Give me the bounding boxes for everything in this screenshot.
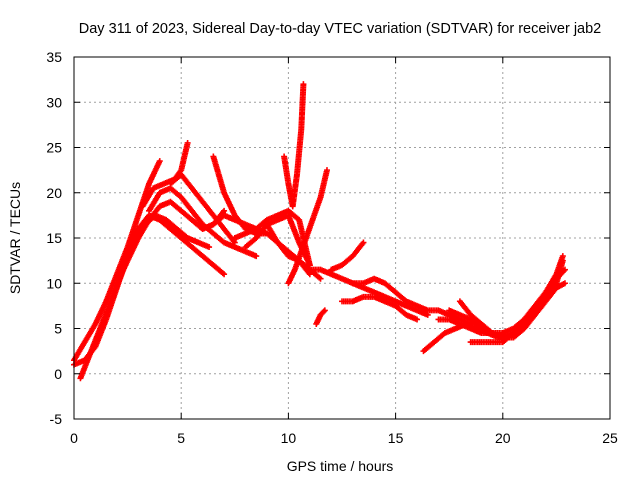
data-points [71,81,568,382]
series-arc-14 [285,167,330,287]
data-point [206,244,213,251]
data-point [317,275,324,282]
x-tick-label: 10 [281,430,297,446]
series-arc-18 [339,293,421,323]
chart-title: Day 311 of 2023, Sidereal Day-to-day VTE… [79,21,602,37]
series-arc-24 [467,253,566,346]
x-tick-label: 25 [602,430,618,446]
y-tick-label: 15 [46,230,62,246]
series-arc-15 [313,307,328,327]
data-point [323,167,330,174]
axis-tick-labels: 0 5 10 15 20 25 -5 0 5 10 15 20 25 30 35 [46,49,618,446]
data-point [253,253,260,260]
series-arc-3 [77,212,213,382]
y-tick-label: 5 [54,321,62,337]
y-tick-label: 25 [46,140,62,156]
series-arc-17 [328,239,367,273]
series-arc-7 [167,171,238,246]
data-point [320,308,327,315]
axis-ticks [73,56,611,420]
data-point [300,81,307,88]
series-arc-21 [435,266,568,337]
data-point [156,158,163,165]
x-tick-label: 0 [70,430,78,446]
series-arc-6 [146,185,260,260]
x-axis-label: GPS time / hours [287,458,394,474]
y-axis-label: SDTVAR / TECUs [7,182,23,294]
y-tick-label: 35 [46,49,62,65]
y-tick-label: 10 [46,275,62,291]
x-tick-label: 20 [495,430,511,446]
series-arc-11 [242,212,313,269]
y-tick-label: 20 [46,185,62,201]
data-point [184,139,191,146]
series-arc-9 [210,153,324,282]
x-tick-label: 5 [177,430,185,446]
y-tick-label: 30 [46,94,62,110]
data-point [221,271,228,278]
series-arc-13 [281,81,307,210]
x-tick-label: 15 [388,430,404,446]
data-point [414,316,421,323]
data-point [561,280,568,287]
y-tick-label: -5 [50,411,63,427]
data-point [360,239,367,246]
data-point [559,253,566,260]
y-tick-label: 0 [54,366,62,382]
data-point [321,307,328,314]
series-arc-10 [231,207,313,269]
